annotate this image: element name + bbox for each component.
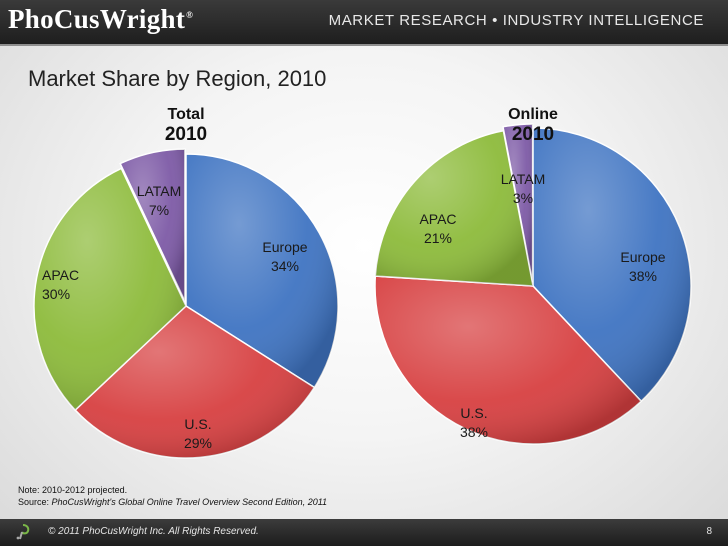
slice-value: 7% <box>148 202 170 218</box>
pie-online-subtitle: 2010 <box>511 124 555 145</box>
slice-value: 30% <box>42 286 71 302</box>
footer-logo-icon <box>16 524 30 540</box>
pie-online-label-latam: LATAM 3% <box>490 170 556 208</box>
pie-total-slice-shading-latam <box>120 149 185 302</box>
logo-registered-mark: ® <box>186 10 194 20</box>
source-title: PhoCusWright's Global Online Travel Over… <box>51 497 328 507</box>
pie-total-slice-shading-apac <box>33 168 186 411</box>
page-number: 8 <box>706 526 712 537</box>
slice-label: APAC <box>42 267 80 283</box>
pie-online-header: Online 2010 <box>483 106 583 146</box>
pie-total-label-europe: Europe 34% <box>250 238 320 276</box>
pie-online-label-apac: APAC 21% <box>408 210 468 248</box>
pie-total-header: Total 2010 <box>136 106 236 146</box>
pie-online-title: Online <box>508 106 558 123</box>
pie-online-slice-shading-europe <box>533 128 692 402</box>
pie-online-slice-shading-apac <box>375 130 533 286</box>
source-line: Source: PhoCusWright's Global Online Tra… <box>18 496 327 508</box>
logo-text: PhoCusWright <box>8 4 186 34</box>
slice-label: APAC <box>419 211 457 227</box>
pie-total <box>33 148 339 459</box>
pie-online-slice-shading-latam <box>503 124 533 283</box>
source-note: Note: 2010-2012 projected. Source: PhoCu… <box>18 484 327 508</box>
pie-total-label-latam: LATAM 7% <box>126 182 192 220</box>
slice-value: 3% <box>512 190 534 206</box>
slide-title: Market Share by Region, 2010 <box>28 66 327 91</box>
pie-total-title: Total <box>167 106 205 123</box>
slice-label: LATAM <box>136 183 182 199</box>
pie-total-label-us: U.S. 29% <box>168 415 228 453</box>
slice-value: 38% <box>628 268 658 284</box>
pie-online <box>374 123 692 445</box>
pie-online-label-us: U.S. 38% <box>444 404 504 442</box>
pie-total-label-apac: APAC 30% <box>36 266 102 304</box>
source-prefix: Source: <box>18 497 52 507</box>
slice-label: U.S. <box>460 405 488 421</box>
slice-value: 38% <box>459 424 489 440</box>
slice-value: 21% <box>423 230 453 246</box>
tagline: MARKET RESEARCH • INDUSTRY INTELLIGENCE <box>328 12 704 29</box>
copyright-text: © 2011 PhoCusWright Inc. All Rights Rese… <box>48 526 259 537</box>
pie-total-subtitle: 2010 <box>164 124 208 145</box>
header-bar: PhoCusWright® MARKET RESEARCH • INDUSTRY… <box>0 0 728 46</box>
slice-label: U.S. <box>184 416 212 432</box>
slice-label: Europe <box>620 249 666 265</box>
logo: PhoCusWright® <box>8 4 193 35</box>
slice-value: 29% <box>183 435 213 451</box>
slice-label: LATAM <box>500 171 546 187</box>
slice-label: Europe <box>262 239 308 255</box>
pie-online-label-europe: Europe 38% <box>608 248 678 286</box>
note-line: Note: 2010-2012 projected. <box>18 485 128 495</box>
pie-total-slice-shading-us <box>75 306 315 458</box>
pie-total-slice-shading-europe <box>186 154 338 388</box>
pie-online-slice-shading-us <box>374 276 642 444</box>
slice-value: 34% <box>270 258 300 274</box>
footer-bar: © 2011 PhoCusWright Inc. All Rights Rese… <box>0 519 728 546</box>
